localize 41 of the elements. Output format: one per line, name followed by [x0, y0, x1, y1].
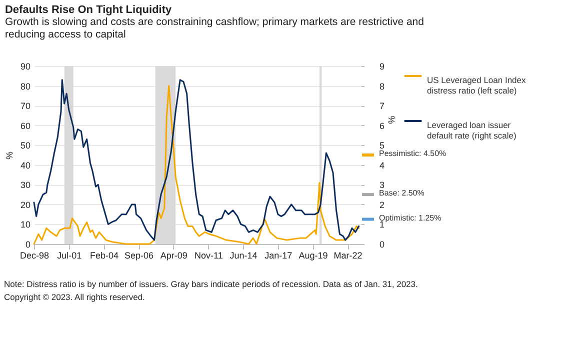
y-tick-label: 80: [20, 81, 30, 92]
y2-tick-label: 4: [380, 160, 385, 170]
x-tick-label: Mar-22: [334, 250, 362, 260]
y-tick-label: 30: [20, 180, 30, 190]
chart-title: Defaults Rise On Tight Liquidity: [4, 4, 173, 16]
y-tick-label: 60: [20, 120, 30, 131]
y-tick-label: 70: [20, 101, 30, 112]
y2-tick-label: 8: [380, 81, 385, 92]
x-tick-label: Aug-19: [298, 250, 328, 260]
y-tick-label: 0: [25, 240, 30, 250]
y-axis-title: %: [4, 151, 14, 160]
text: Note: Distress ratio is by number of issuers. Gray bars indicate periods of recession. Data as of Jan. 31, 2023.: [4, 278, 419, 290]
x-tick-label: Jan-17: [264, 250, 292, 260]
legend-label: US Leveraged Loan Index distress ratio (left scale): [427, 75, 527, 96]
x-tick-label: Feb-04: [90, 250, 118, 260]
y-tick-label: 40: [20, 160, 30, 170]
x-tick-label: Dec-98: [20, 250, 50, 260]
ref-line-label: Optimistic: 1.25%: [379, 213, 442, 222]
text: Copyright © 2023. All rights reserved.: [4, 290, 146, 303]
y-tick-label: 10: [20, 220, 30, 230]
x-tick-label: Nov-11: [194, 250, 223, 260]
x-tick-label: Apr-09: [160, 250, 188, 260]
y2-tick-label: 6: [380, 120, 385, 131]
y-tick-label: 90: [20, 62, 30, 72]
chart-subtitle: Growth is slowing and costs are constraining cashflow; primary markets are restrictive and reducing access to capital: [4, 16, 424, 40]
y2-tick-label: 3: [380, 180, 385, 190]
x-tick-label: Jun-14: [230, 250, 258, 260]
x-tick-label: Sep-06: [124, 250, 154, 260]
y2-axis-title: %: [386, 116, 397, 124]
ref-line-label: Pessimistic: 4.50%: [379, 149, 446, 158]
legend-label: Leveraged loan issuer default rate (right scale): [427, 120, 516, 140]
y2-tick-label: 7: [380, 101, 385, 112]
y-tick-label: 20: [20, 200, 30, 210]
y2-tick-label: 1: [380, 220, 385, 230]
ref-line-label: Base: 2.50%: [379, 188, 424, 198]
y2-tick-label: 2: [380, 200, 385, 210]
x-tick-label: Jul-01: [57, 250, 82, 260]
y2-tick-label: 9: [380, 62, 385, 72]
y2-tick-label: 5: [380, 140, 385, 151]
y-tick-label: 50: [20, 140, 30, 151]
y2-tick-label: 0: [380, 240, 385, 250]
